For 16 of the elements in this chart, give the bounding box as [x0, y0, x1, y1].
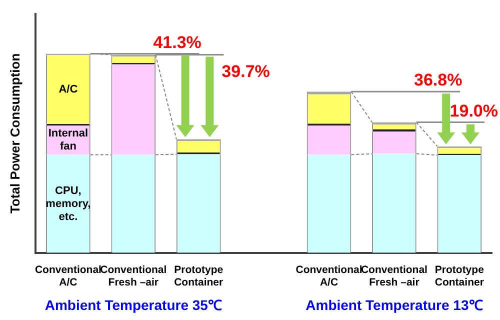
series-label: Internal fan	[48, 128, 88, 153]
x-tick-label: Conventional Fresh –air	[360, 264, 428, 289]
text: Ambient Temperature 35℃	[44, 297, 222, 313]
y-axis-title: Total Power Consumption	[7, 53, 22, 214]
x-tick-label: Conventional A/C	[296, 264, 362, 289]
series-label: A/C	[58, 84, 78, 96]
text: Ambient Temperature 13℃	[306, 297, 483, 313]
annotation: 39.7%	[222, 62, 270, 81]
annotation: 19.0%	[450, 101, 498, 120]
series-label: CPU, memory, etc.	[46, 184, 91, 223]
x-tick-label: Conventional Fresh –air	[100, 264, 167, 289]
x-tick-label: Prototype Container	[434, 264, 484, 289]
text: 41.3%	[153, 32, 202, 52]
x-tick-label: Conventional A/C	[34, 264, 102, 289]
annotation: 36.8%	[414, 70, 462, 90]
x-tick-label: Prototype Container	[174, 264, 224, 289]
